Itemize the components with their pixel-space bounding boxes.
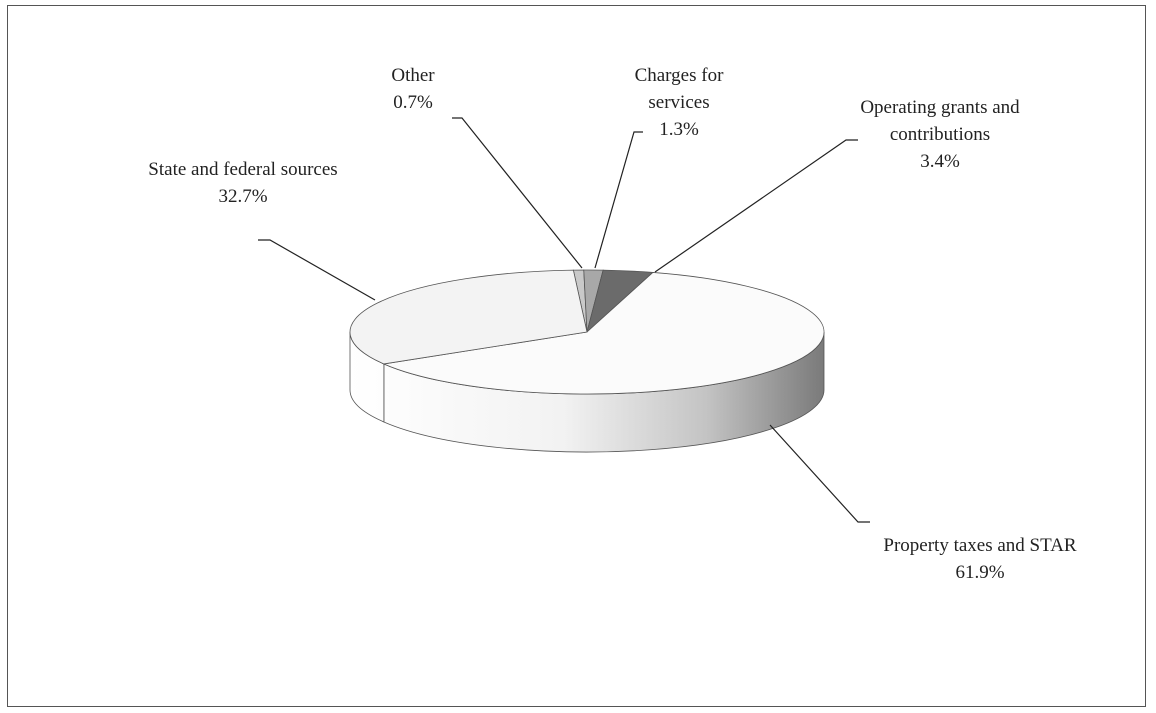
value-label: 0.7% (393, 92, 433, 113)
category-label: Operating grants and contributions (860, 97, 1020, 145)
pie-slice (349, 269, 588, 365)
value-label: 1.3% (659, 119, 699, 140)
pie-tops (349, 269, 825, 395)
slice-label: Other 0.7% (373, 62, 453, 116)
slice-label: Operating grants and contributions 3.4% (845, 94, 1035, 175)
pie-slice (382, 272, 825, 395)
leader-line (452, 117, 583, 269)
chart-frame (7, 5, 1146, 707)
category-label: State and federal sources (148, 159, 338, 180)
value-label: 61.9% (955, 562, 1005, 583)
leader-line (654, 139, 858, 273)
slice-label: State and federal sources 32.7% (148, 156, 338, 210)
slice-label: Charges for services 1.3% (619, 62, 739, 143)
leader-line (769, 424, 870, 523)
leader-line (594, 131, 643, 269)
leader-line (258, 239, 376, 301)
value-label: 3.4% (920, 151, 960, 172)
category-label: Property taxes and STAR (883, 535, 1077, 556)
category-label: Other (391, 65, 435, 86)
slice-label: Property taxes and STAR 61.9% (865, 532, 1095, 586)
category-label: Charges for services (634, 65, 724, 113)
value-label: 32.7% (218, 186, 268, 207)
